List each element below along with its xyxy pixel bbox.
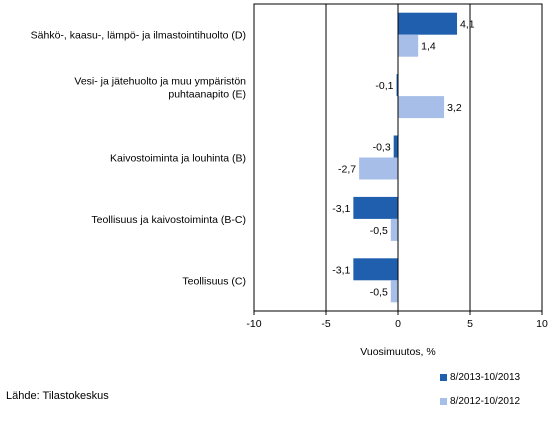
bar-s1-c2 bbox=[396, 74, 399, 97]
x-tick-label-2: -5 bbox=[321, 318, 330, 330]
category-label-2-line-2: puhtaanapito (E) bbox=[168, 89, 246, 101]
bar-s2-c3 bbox=[359, 157, 398, 180]
category-label-3: Kaivostoiminta ja louhinta (B) bbox=[110, 153, 246, 165]
data-label-s1-c1: 4,1 bbox=[460, 19, 475, 31]
x-tick-label-5: 10 bbox=[536, 318, 548, 330]
category-label-5: Teollisuus (C) bbox=[182, 275, 246, 287]
legend: 8/2013-10/2013 8/2012-10/2012 bbox=[440, 370, 520, 418]
x-tick-label-1: -10 bbox=[246, 318, 261, 330]
data-label-s1-c5: -3,1 bbox=[332, 264, 350, 276]
category-label-1: Sähkö-, kaasu-, lämpö- ja ilmastointihuo… bbox=[31, 30, 246, 42]
legend-label-series-1: 8/2013-10/2013 bbox=[450, 371, 521, 383]
bar-s2-c4 bbox=[390, 218, 398, 241]
data-label-s2-c5: -0,5 bbox=[370, 286, 388, 298]
legend-label-series-2: 8/2012-10/2012 bbox=[450, 395, 521, 407]
x-tick-label-4: 5 bbox=[467, 318, 473, 330]
legend-swatch-series-2 bbox=[440, 397, 447, 405]
data-label-s2-c2: 3,2 bbox=[447, 102, 462, 114]
data-label-s1-c3: -0,3 bbox=[373, 142, 391, 154]
category-label-2-line-1: Vesi- ja jätehuolto ja muu ympäristön bbox=[74, 76, 246, 88]
legend-swatch-series-1 bbox=[440, 373, 447, 381]
category-label-4: Teollisuus ja kaivostoiminta (B-C) bbox=[91, 214, 246, 226]
data-label-s2-c3: -2,7 bbox=[338, 164, 356, 176]
bar-s1-c5 bbox=[353, 258, 398, 281]
bar-s1-c1 bbox=[398, 12, 458, 35]
bar-s2-c2 bbox=[398, 96, 445, 119]
bar-s2-c1 bbox=[398, 34, 419, 57]
bar-s1-c3 bbox=[393, 135, 398, 158]
bar-s2-c5 bbox=[390, 280, 398, 303]
x-tick-label-3: 0 bbox=[395, 318, 401, 330]
x-axis-title: Vuosimuutos, % bbox=[360, 346, 435, 358]
data-label-s2-c1: 1,4 bbox=[421, 41, 436, 53]
data-label-s1-c2: -0,1 bbox=[375, 80, 393, 92]
data-label-s2-c4: -0,5 bbox=[370, 225, 388, 237]
legend-item-series-2: 8/2012-10/2012 bbox=[440, 394, 520, 408]
bar-s1-c4 bbox=[353, 196, 398, 219]
legend-item-series-1: 8/2013-10/2013 bbox=[440, 370, 520, 384]
data-label-s1-c4: -3,1 bbox=[332, 203, 350, 215]
source-note: Lähde: Tilastokeskus bbox=[6, 390, 109, 402]
